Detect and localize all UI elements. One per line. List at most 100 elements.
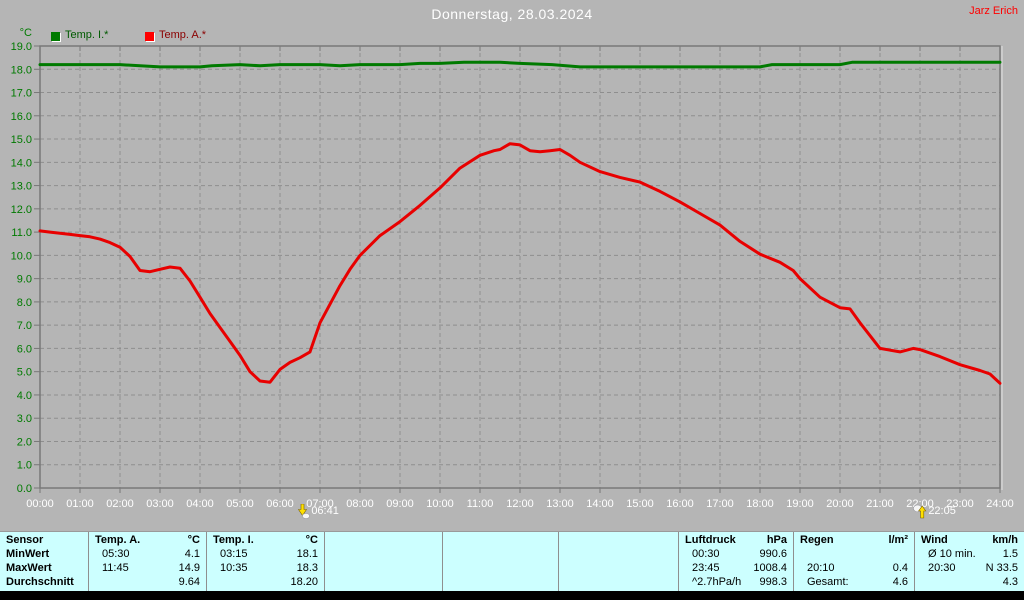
table-section-empty-2 [443, 532, 559, 591]
x-tick-label: 12:00 [506, 498, 534, 510]
table-cell [95, 575, 102, 589]
y-axis-unit-label: °C [19, 27, 32, 39]
sunrise-time: 06:41 [311, 505, 339, 517]
moonrise-marker: 22:05 [913, 504, 956, 519]
table-section-empty-3 [559, 532, 679, 591]
y-tick-label: 5.0 [17, 367, 32, 379]
bottom-strip [0, 591, 1024, 600]
y-tick-label: 4.0 [17, 390, 32, 402]
temperature-chart: 0.0 1.0 2.0 3.0 4.0 5.0 6.0 7.0 8.0 9.0 10.0 11.0 12… [11, 41, 1014, 510]
table-cell [800, 547, 807, 561]
x-tick-label: 23:00 [946, 498, 974, 510]
y-tick-label: 18.0 [11, 64, 32, 76]
legend-label-temp-a: Temp. A.* [159, 29, 207, 41]
table-cell: 4.1 [184, 548, 200, 560]
table-section-sensor: Sensor MinWert MaxWert Durchschnitt [0, 532, 89, 591]
y-tick-label: 15.0 [11, 134, 32, 146]
x-tick-label: 19:00 [786, 498, 814, 510]
x-tick-label: 08:00 [346, 498, 374, 510]
table-cell: N 33.5 [985, 562, 1018, 574]
x-tick-label: 04:00 [186, 498, 214, 510]
y-tick-label: 10.0 [11, 250, 32, 262]
y-tick-label: 19.0 [11, 41, 32, 53]
table-cell: Wind [921, 534, 948, 546]
x-tick-label: 20:00 [826, 498, 854, 510]
table-cell: 1.5 [1002, 548, 1018, 560]
table-cell: Durchschnitt [6, 576, 74, 588]
table-cell: °C [187, 534, 200, 546]
table-cell: 4.6 [892, 576, 908, 588]
x-tick-label: 10:00 [426, 498, 454, 510]
moonrise-time: 22:05 [928, 505, 956, 517]
table-cell: °C [305, 534, 318, 546]
y-tick-label: 13.0 [11, 181, 32, 193]
table-section-regen: Regen l/m² 20:10 0.4 Gesamt: 4.6 [794, 532, 915, 591]
table-cell: ^2.7hPa/h [692, 576, 742, 588]
table-cell: 20:30 [928, 562, 956, 574]
x-tick-label: 01:00 [66, 498, 94, 510]
watermark-author: Jarz Erich [969, 5, 1018, 17]
table-cell: 10:35 [220, 562, 248, 574]
x-tick-label: 22:00 [906, 498, 934, 510]
table-cell: 0.4 [892, 562, 908, 574]
y-tick-label: 12.0 [11, 204, 32, 216]
y-tick-label: 0.0 [17, 483, 32, 495]
y-tick-label: 9.0 [17, 274, 32, 286]
table-cell: 14.9 [178, 562, 200, 574]
y-tick-label: 2.0 [17, 436, 32, 448]
x-tick-label: 06:00 [266, 498, 294, 510]
table-cell: 20:10 [807, 562, 835, 574]
x-tick-label: 14:00 [586, 498, 614, 510]
x-tick-label: 09:00 [386, 498, 414, 510]
table-cell: 03:15 [220, 548, 248, 560]
x-tick-label: 11:00 [467, 498, 494, 510]
table-cell: 1008.4 [753, 562, 787, 574]
x-tick-label: 24:00 [986, 498, 1014, 510]
table-cell: 990.6 [759, 548, 787, 560]
y-tick-label: 6.0 [17, 343, 32, 355]
y-tick-label: 7.0 [17, 320, 32, 332]
y-tick-label: 8.0 [17, 297, 32, 309]
x-tick-label: 07:00 [306, 498, 334, 510]
x-tick-label: 02:00 [106, 498, 134, 510]
table-cell: Temp. A. [95, 534, 141, 546]
table-cell: 11:45 [102, 562, 129, 574]
legend-swatch-temp-i [51, 32, 60, 41]
table-cell: MinWert [6, 548, 50, 560]
table-cell: 9.64 [178, 576, 200, 588]
y-tick-label: 17.0 [11, 88, 32, 100]
table-cell: Temp. I. [213, 534, 254, 546]
series-line-temp-a [38, 142, 1002, 385]
table-section-temp-i: Temp. I. °C 03:15 18.1 10:35 18.3 18.20 [207, 532, 325, 591]
table-section-temp-a: Temp. A. °C 05:30 4.1 11:45 14.9 9.64 [89, 532, 207, 591]
table-cell: Gesamt: [807, 576, 849, 588]
page-title: Donnerstag, 28.03.2024 [431, 6, 593, 22]
y-tick-label: 11.0 [11, 227, 32, 239]
x-tick-label: 00:00 [26, 498, 54, 510]
table-cell [921, 575, 928, 589]
x-tick-label: 15:00 [626, 498, 654, 510]
table-cell: hPa [766, 534, 787, 546]
table-cell: 05:30 [102, 548, 130, 560]
table-cell: MaxWert [6, 562, 52, 574]
x-tick-label: 05:00 [226, 498, 254, 510]
table-cell: 998.3 [759, 576, 787, 588]
y-tick-label: 14.0 [11, 157, 32, 169]
table-cell: km/h [992, 534, 1018, 546]
series-line-temp-i [38, 60, 1002, 69]
table-cell [213, 575, 220, 589]
sunrise-icon [298, 504, 311, 519]
table-section-luftdruck: Luftdruck hPa 00:30 990.6 23:45 1008.4 ^2.7hPa… [679, 532, 794, 591]
x-tick-label: 16:00 [666, 498, 694, 510]
x-tick-label: 17:00 [706, 498, 734, 510]
table-section-wind: Wind km/h Ø 10 min. 1.5 20:30 N 33.5 4.3 [915, 532, 1024, 591]
x-tick-label: 13:00 [546, 498, 574, 510]
table-cell: 18.20 [290, 576, 318, 588]
table-section-empty-1 [325, 532, 443, 591]
table-cell: l/m² [888, 534, 908, 546]
table-cell: 00:30 [692, 548, 720, 560]
legend-swatch-temp-a [145, 32, 154, 41]
sunrise-marker: 06:41 [297, 504, 339, 519]
table-cell: 23:45 [692, 562, 720, 574]
